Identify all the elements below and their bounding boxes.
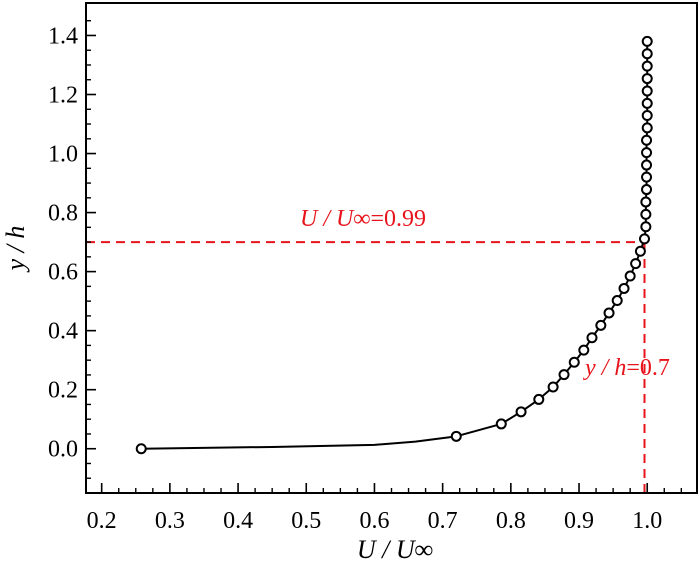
data-point (641, 159, 653, 171)
data-point (578, 344, 590, 356)
data-point (603, 307, 615, 319)
x-tick-label: 0.8 (496, 508, 526, 534)
data-point (624, 270, 636, 282)
plot-frame (85, 2, 698, 494)
data-point (641, 85, 653, 97)
data-point (634, 245, 646, 257)
y-tick-label: 0.4 (48, 319, 78, 345)
y-tick-label: 0.2 (48, 378, 78, 404)
y-tick-label: 0.8 (48, 201, 78, 227)
data-point (641, 147, 653, 159)
data-point (558, 369, 570, 381)
x-tick-label: 0.3 (155, 508, 185, 534)
x-tick-label: 0.5 (291, 508, 321, 534)
data-point (611, 295, 623, 307)
y-tick-label: 1.0 (48, 142, 78, 168)
data-point (533, 393, 545, 405)
x-tick-label: 1.0 (632, 508, 662, 534)
data-point (641, 134, 653, 146)
data-point (640, 196, 652, 208)
data-point (135, 443, 147, 455)
data-point (641, 171, 653, 183)
data-point (641, 60, 653, 72)
x-tick-label: 0.6 (359, 508, 389, 534)
data-point (450, 430, 462, 442)
x-tick-label: 0.9 (564, 508, 594, 534)
x-axis-label: U / U∞ (357, 535, 433, 564)
data-point (568, 356, 580, 368)
y-tick-label: 0.6 (48, 260, 78, 286)
data-point (618, 282, 630, 294)
data-point (586, 332, 598, 344)
data-point (630, 258, 642, 270)
y-axis-label: y / h (1, 226, 30, 274)
data-point (495, 418, 507, 430)
y-tick-label: 1.4 (48, 23, 78, 49)
data-point (547, 381, 559, 393)
data-point (640, 208, 652, 220)
data-point (641, 109, 653, 121)
annotation-hline-label: U / U∞=0.99 (300, 206, 426, 232)
data-point (641, 184, 653, 196)
data-point (640, 221, 652, 233)
data-point (595, 319, 607, 331)
data-point (641, 122, 653, 134)
x-tick-label: 0.2 (87, 508, 117, 534)
y-tick-label: 1.2 (48, 83, 78, 109)
data-point (641, 97, 653, 109)
data-point (638, 233, 650, 245)
series-line (141, 41, 649, 450)
x-tick-label: 0.7 (428, 508, 458, 534)
x-tick-label: 0.4 (223, 508, 253, 534)
data-point (641, 48, 653, 60)
annotation-vline-label: y / h=0.7 (583, 355, 670, 381)
data-point (515, 406, 527, 418)
data-point (641, 73, 653, 85)
y-tick-label: 0.0 (48, 437, 78, 463)
data-point (641, 35, 653, 47)
